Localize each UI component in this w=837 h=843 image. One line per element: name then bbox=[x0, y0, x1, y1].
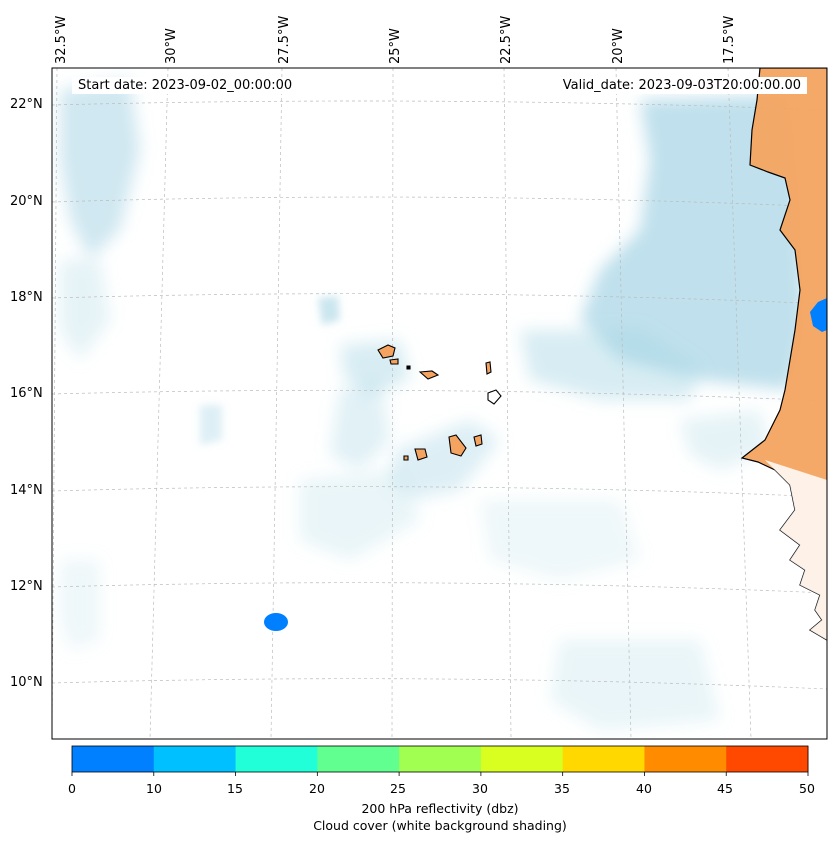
reflectivity-cell bbox=[810, 298, 827, 332]
lon-label: 22.5°W bbox=[499, 15, 514, 64]
lon-label: 30°W bbox=[164, 28, 179, 64]
lat-label: 20°N bbox=[10, 194, 43, 209]
lon-label: 25°W bbox=[388, 28, 403, 64]
lat-label: 10°N bbox=[10, 675, 43, 690]
lat-label: 14°N bbox=[10, 483, 43, 498]
lon-label: 32.5°W bbox=[54, 15, 69, 64]
colorbar bbox=[71, 745, 809, 776]
lon-label: 17.5°W bbox=[722, 15, 737, 64]
colorbar-frame bbox=[71, 745, 809, 773]
colorbar-segment bbox=[562, 746, 645, 772]
lat-label: 18°N bbox=[10, 290, 43, 305]
colorbar-tick: 15 bbox=[227, 781, 243, 796]
colorbar-segment bbox=[480, 746, 564, 772]
colorbar-tick: 20 bbox=[309, 781, 325, 796]
africa-interior-lower bbox=[765, 460, 827, 640]
lat-label: 22°N bbox=[10, 97, 43, 112]
colorbar-segment bbox=[235, 746, 318, 772]
colorbar-segment bbox=[644, 746, 727, 772]
cape-verde-islands bbox=[377, 344, 502, 461]
colorbar-sublabel: Cloud cover (white background shading) bbox=[313, 818, 567, 833]
colorbar-tick: 10 bbox=[146, 781, 162, 796]
colorbar-tick: 45 bbox=[717, 781, 733, 796]
colorbar-segment bbox=[153, 746, 237, 772]
colorbar-segment bbox=[317, 746, 400, 772]
cloud-cover-shading bbox=[60, 80, 805, 730]
lat-label: 16°N bbox=[10, 386, 43, 401]
colorbar-tick: 30 bbox=[472, 781, 488, 796]
start-date-label: Start date: 2023-09-02_00:00:00 bbox=[72, 77, 299, 94]
colorbar-segment bbox=[72, 746, 155, 772]
colorbar-label: 200 hPa reflectivity (dbz) bbox=[361, 801, 519, 816]
map-frame bbox=[51, 67, 828, 740]
colorbar-tick: 25 bbox=[390, 781, 406, 796]
colorbar-tick: 40 bbox=[636, 781, 652, 796]
valid-date-label: Valid_date: 2023-09-03T20:00:00.00 bbox=[556, 77, 807, 94]
colorbar-segment bbox=[726, 746, 809, 772]
lon-label: 20°W bbox=[611, 28, 626, 64]
colorbar-segment bbox=[399, 746, 482, 772]
colorbar-tick: 50 bbox=[799, 781, 815, 796]
lon-label: 27.5°W bbox=[277, 15, 292, 64]
lat-label: 12°N bbox=[10, 579, 43, 594]
colorbar-tick: 0 bbox=[68, 781, 76, 796]
reflectivity-cell bbox=[264, 613, 288, 631]
colorbar-tick: 35 bbox=[554, 781, 570, 796]
